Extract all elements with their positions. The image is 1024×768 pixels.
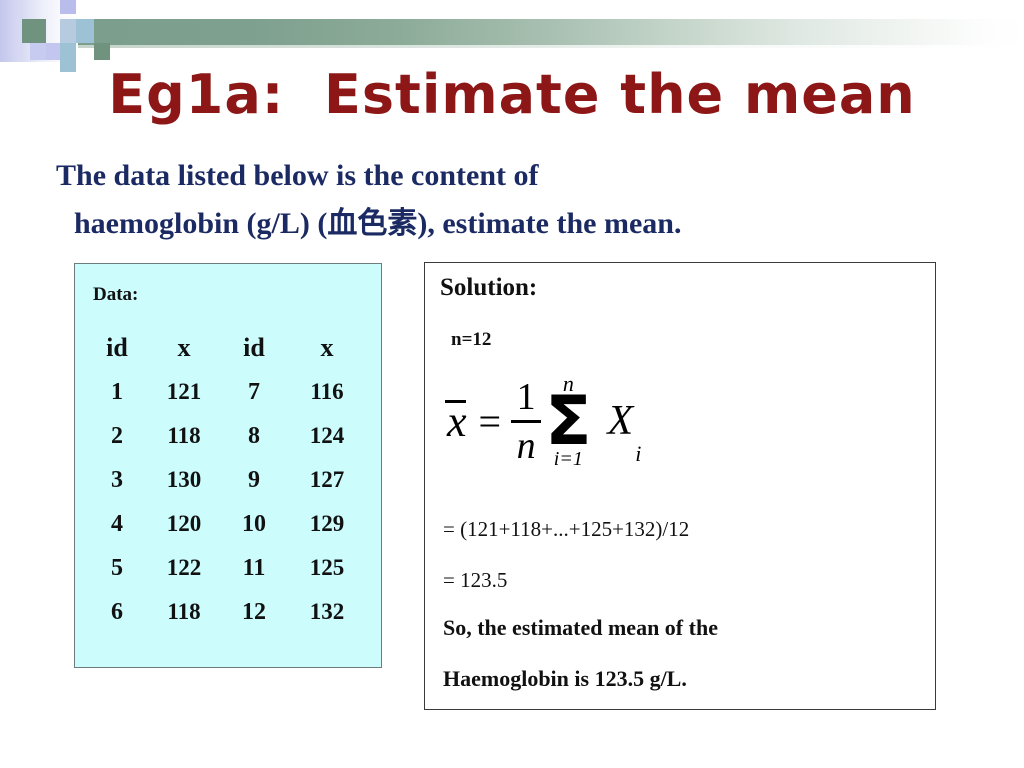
cell-x-2: 132 <box>309 599 345 624</box>
decorative-square-lavender-2 <box>60 0 76 14</box>
cell-x-2: 116 <box>310 379 344 404</box>
cell-id-2: 10 <box>242 510 266 537</box>
cell-id-1: 3 <box>111 466 123 493</box>
decorative-square-dark-green-2 <box>94 43 110 60</box>
table-row: 2 118 8 124 <box>89 414 369 458</box>
cell-id-2: 7 <box>248 378 260 405</box>
cell-x-2: 125 <box>309 555 345 580</box>
cell-x-2: 124 <box>309 423 345 448</box>
green-gradient-bar <box>78 19 1024 45</box>
cell-x-2: 129 <box>309 511 345 536</box>
formula-term: X <box>607 398 634 444</box>
decorative-square-white-2 <box>94 0 110 14</box>
formula-numerator: 1 <box>516 375 536 418</box>
cell-x-1: 122 <box>166 555 202 580</box>
cell-x-1: 120 <box>166 511 202 536</box>
subtitle-text: The data listed below is the content of … <box>56 152 986 248</box>
table-header-row: id x id x <box>89 326 369 370</box>
page-title: Eg1a: Estimate the mean <box>108 63 916 126</box>
decorative-square-blue-4 <box>60 60 76 72</box>
data-panel-label: Data: <box>93 284 139 305</box>
cell-id-1: 4 <box>111 510 123 537</box>
cell-id-1: 5 <box>111 554 123 581</box>
formula-sigma-upper-limit: n <box>562 370 574 396</box>
decorative-square-lavender-1 <box>30 43 46 60</box>
table-row: 4 120 10 129 <box>89 502 369 546</box>
cell-id-1: 2 <box>111 422 123 449</box>
green-bar-shadow <box>78 45 1024 48</box>
cell-id-2: 9 <box>248 466 260 493</box>
cell-id-2: 8 <box>248 422 260 449</box>
mean-formula: x = 1 n n Σ i=1 X i <box>445 370 642 471</box>
column-header-x-1: x <box>177 333 191 362</box>
table-row: 6 118 12 132 <box>89 590 369 634</box>
formula-mean-variable: x <box>445 396 467 446</box>
cell-id-1: 1 <box>111 378 123 405</box>
formula-equals-sign: = <box>478 398 502 444</box>
table-row: 1 121 7 116 <box>89 370 369 414</box>
formula-summation: n Σ i=1 <box>545 370 592 471</box>
solution-panel: Solution: n=12 x = 1 n n Σ i=1 X i = (12… <box>424 262 936 710</box>
decorative-square-dark-green <box>22 19 46 43</box>
cell-x-1: 118 <box>167 423 201 448</box>
column-header-x-2: x <box>320 333 334 362</box>
formula-fraction-bar <box>511 419 542 423</box>
cell-id-2: 11 <box>242 554 266 581</box>
solution-panel-label: Solution: <box>440 274 538 301</box>
decorative-square-lavender-3 <box>46 43 60 60</box>
lavender-edge-block <box>0 0 20 62</box>
decorative-square-blue-1 <box>60 19 76 43</box>
formula-sigma-lower-limit: i=1 <box>553 448 583 471</box>
column-header-id-2: id <box>243 333 265 362</box>
decorative-square-white-1 <box>76 0 94 14</box>
formula-fraction: 1 n <box>511 375 542 467</box>
column-header-id-1: id <box>106 333 128 362</box>
cell-x-1: 121 <box>166 379 202 404</box>
subtitle-line-2: haemoglobin (g/L) (血色素), estimate the me… <box>56 200 986 248</box>
solution-step-sum: = (121+118+...+125+132)/12 <box>443 517 690 541</box>
subtitle-line-2-part-b: ), estimate the mean. <box>417 207 682 240</box>
formula-term-subscript: i <box>635 441 642 466</box>
subtitle-cjk-term: 血色素 <box>327 206 418 241</box>
cell-id-1: 6 <box>111 598 123 625</box>
sigma-icon: Σ <box>545 381 592 461</box>
decorative-square-blue-3 <box>76 19 94 43</box>
decorative-header-band <box>0 0 1024 72</box>
subtitle-line-2-part-a: haemoglobin (g/L) ( <box>74 207 328 240</box>
decorative-square-blue-2 <box>60 43 76 60</box>
solution-conclusion-line-1: So, the estimated mean of the <box>443 615 718 640</box>
table-row: 3 130 9 127 <box>89 458 369 502</box>
subtitle-line-1: The data listed below is the content of <box>56 159 539 192</box>
cell-x-2: 127 <box>309 467 345 492</box>
data-panel: Data: id x id x 1 121 7 116 2 118 8 124 <box>74 263 382 668</box>
solution-conclusion-line-2: Haemoglobin is 123.5 g/L. <box>443 666 687 691</box>
data-table: id x id x 1 121 7 116 2 118 8 124 3 130 <box>89 326 369 634</box>
cell-x-1: 130 <box>166 467 202 492</box>
sample-size-text: n=12 <box>451 329 492 350</box>
cell-id-2: 12 <box>242 598 266 625</box>
solution-step-result: = 123.5 <box>443 568 508 592</box>
formula-denominator: n <box>516 424 536 467</box>
cell-x-1: 118 <box>167 599 201 624</box>
table-row: 5 122 11 125 <box>89 546 369 590</box>
